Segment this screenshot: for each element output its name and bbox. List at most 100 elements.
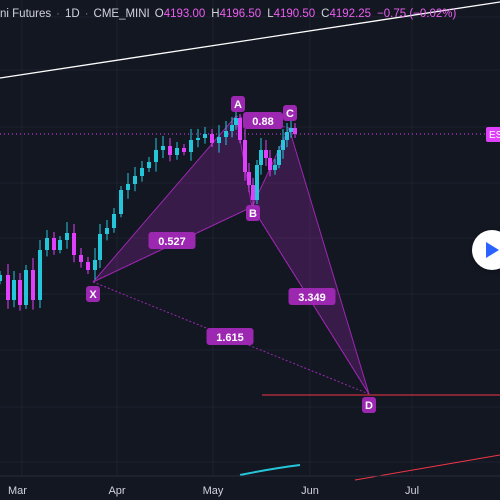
pattern-point-text: D <box>365 400 373 412</box>
candle-body <box>203 134 207 138</box>
x-tick-label: May <box>203 485 224 497</box>
candle-body <box>189 140 193 152</box>
candle-body <box>105 228 109 234</box>
candle-body <box>268 158 272 170</box>
candle-body <box>273 165 277 170</box>
open-label: O <box>154 8 164 20</box>
candle-body <box>196 138 200 140</box>
candle-body <box>281 140 285 150</box>
pattern-point-label: A <box>231 96 245 112</box>
candle-body <box>6 275 10 300</box>
high-value: 4196.50 <box>219 8 262 20</box>
candle-body <box>65 233 69 240</box>
candle-body <box>224 131 228 137</box>
pattern-point-label: X <box>86 286 100 302</box>
candle-body <box>238 118 242 140</box>
candle-body <box>18 280 22 305</box>
ratio-label-box <box>148 232 196 249</box>
pattern-point-label: D <box>362 397 376 413</box>
candle-body <box>38 250 42 300</box>
candle-body <box>175 148 179 155</box>
pattern-point-box <box>362 397 376 413</box>
pattern-point-box <box>231 96 245 112</box>
candle-body <box>217 137 221 143</box>
grid <box>0 0 500 475</box>
candle-body <box>86 262 90 270</box>
pattern-point-box <box>246 205 260 221</box>
ratio-label: 1.615 <box>206 328 254 345</box>
ratio-line-bd <box>251 206 370 395</box>
pattern-point-text: A <box>234 99 242 111</box>
candle-body <box>93 260 97 270</box>
ratio-label-text: 3.349 <box>298 292 326 304</box>
price-badge-text: ES <box>489 130 500 141</box>
candle-body <box>147 162 151 168</box>
close-value: 4192.25 <box>329 8 372 20</box>
ratio-line-xb <box>92 206 253 283</box>
candle-body <box>259 150 263 165</box>
candle-body <box>52 238 56 250</box>
candle-body <box>243 140 247 172</box>
ratio-label: 0.527 <box>148 232 196 249</box>
pattern-point-box <box>283 105 297 121</box>
price-badge: ES <box>486 127 500 142</box>
separator-dot: · <box>56 8 60 20</box>
candle-body <box>255 165 259 200</box>
candle-body <box>79 255 83 262</box>
x-tick-label: Jul <box>405 485 419 497</box>
candle-body <box>168 146 172 155</box>
ratio-label-box <box>288 288 336 305</box>
candle-body <box>285 132 289 140</box>
candle-body <box>140 168 144 176</box>
x-tick-label: Mar <box>8 485 27 497</box>
candle-body <box>133 176 137 184</box>
candle-body <box>230 125 234 131</box>
candle-body <box>182 148 186 152</box>
pattern-point-box <box>86 286 100 302</box>
separator-dot: · <box>84 8 89 20</box>
candle-body <box>31 270 35 300</box>
ratio-label-text: 0.88 <box>252 116 273 128</box>
ratio-label-text: 1.615 <box>216 332 244 344</box>
ratio-label: 3.349 <box>288 288 336 305</box>
candle-body <box>12 280 16 300</box>
candle-body <box>210 134 214 143</box>
price-badge-box <box>486 127 500 142</box>
candle-body <box>24 270 28 305</box>
go-to-realtime-button[interactable] <box>472 230 500 270</box>
candles <box>0 112 297 311</box>
ratio-label-box <box>206 328 254 345</box>
trend-line-upper <box>0 1 500 79</box>
candle-body <box>289 128 293 132</box>
pattern-point-text: X <box>89 289 97 301</box>
close-label: C <box>321 8 330 20</box>
x-tick-label: Apr <box>108 485 125 497</box>
low-label: L <box>267 8 274 20</box>
candle-body <box>58 240 62 250</box>
candle-body <box>126 184 130 190</box>
harmonic-pattern: 0.527 0.88 3.349 1.615 X A B C D <box>86 96 376 413</box>
candle-body <box>293 128 297 134</box>
ratio-label-box <box>243 112 283 129</box>
play-icon <box>486 242 499 258</box>
interval[interactable]: 1D <box>64 8 80 20</box>
indicator-line <box>239 464 301 476</box>
open-value: 4193.00 <box>163 8 206 20</box>
x-axis: Mar Apr May Jun Jul <box>8 485 419 497</box>
pattern-point-label: B <box>246 205 260 221</box>
candle-body <box>98 234 102 260</box>
low-value: 4190.50 <box>273 8 316 20</box>
candle-body <box>0 275 2 281</box>
candle-body <box>119 190 123 214</box>
ratio-label: 0.88 <box>243 112 283 129</box>
candle-body <box>251 185 255 200</box>
symbol-name[interactable]: ni Futures <box>0 8 52 20</box>
symbol-header: ni Futures · 1D · CME_MINI O4193.00 H4196.50 L4… <box>0 8 462 24</box>
candle-body <box>277 150 281 165</box>
candle-body <box>154 150 158 162</box>
pattern-point-text: C <box>286 108 294 120</box>
pattern-point-label: C <box>283 105 297 121</box>
ratio-label-text: 0.527 <box>158 236 186 248</box>
